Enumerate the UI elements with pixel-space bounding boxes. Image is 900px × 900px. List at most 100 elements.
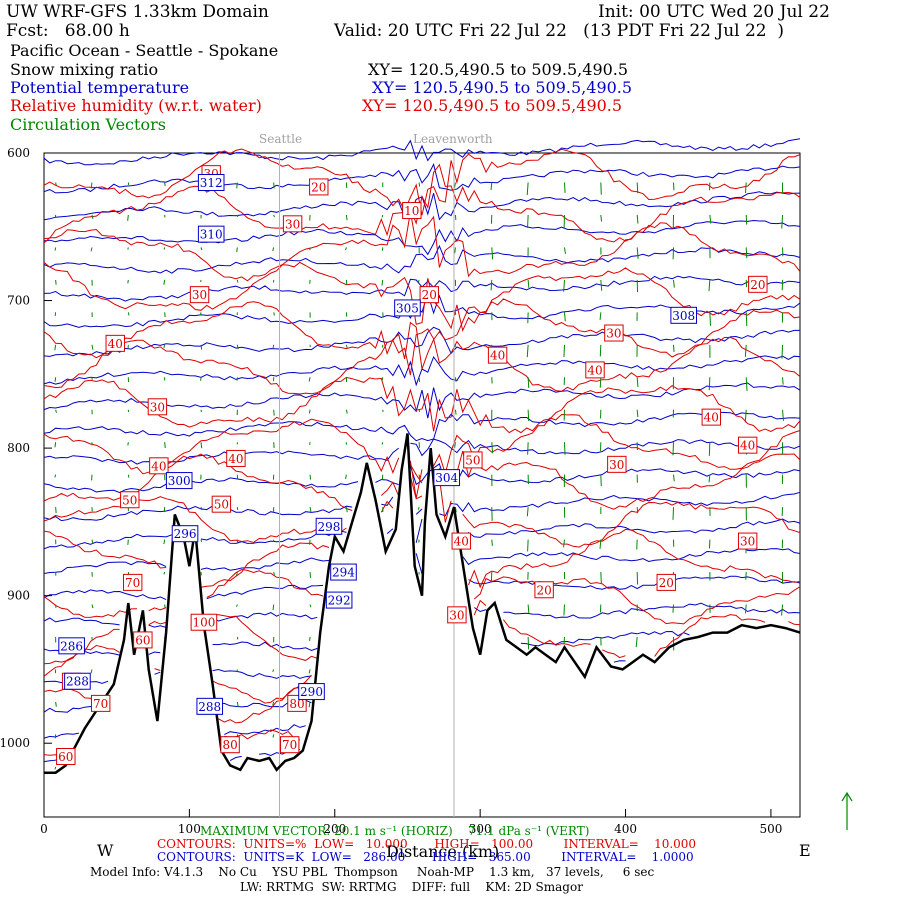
- circulation-vector: [345, 409, 348, 414]
- circulation-vector: [236, 604, 238, 607]
- circulation-vector: [272, 344, 275, 349]
- circulation-vector: [673, 344, 675, 353]
- circulation-vector: [636, 247, 639, 259]
- circulation-vector: [490, 279, 493, 291]
- rh-label: 30: [609, 458, 624, 472]
- circulation-vector: [599, 312, 602, 320]
- theta-contour: [43, 575, 801, 601]
- theta-label-box: [196, 697, 224, 715]
- circulation-vector: [781, 214, 784, 229]
- rh-contour-info: CONTOURS: UNITS=% LOW= 10.000 HIGH= 100.…: [157, 837, 697, 851]
- circulation-vector: [127, 312, 130, 316]
- circulation-vector: [781, 604, 784, 616]
- circulation-vector: [527, 279, 530, 288]
- circulation-vector: [54, 442, 57, 448]
- theta-label: 308: [672, 309, 695, 323]
- rh-contour: [43, 568, 801, 625]
- circulation-vector: [163, 247, 166, 250]
- circulation-vector: [90, 247, 93, 252]
- terrain-line: [44, 433, 801, 774]
- circulation-vector: [164, 442, 166, 449]
- legend-rh: Relative humidity (w.r.t. water): [10, 96, 262, 115]
- init-time: Init: 00 UTC Wed 20 Jul 22: [598, 2, 830, 22]
- circulation-vector: [673, 279, 675, 288]
- rh-label: 30: [285, 217, 300, 231]
- circulation-vector: [55, 507, 57, 514]
- theta-contour: [43, 162, 801, 194]
- rh-contour: [43, 261, 801, 333]
- circulation-vector: [636, 214, 639, 224]
- theta-label-box: [64, 672, 91, 690]
- circulation-vector: [745, 247, 748, 259]
- circulation-vector: [672, 507, 675, 520]
- rh-label-box: [604, 324, 624, 342]
- circulation-vector: [527, 636, 530, 650]
- theta-label-box: [197, 174, 225, 192]
- x-tick-label: 0: [40, 822, 48, 836]
- rh-label: 30: [740, 535, 755, 549]
- circulation-vector: [708, 442, 711, 456]
- theta-contour: [43, 219, 801, 256]
- circulation-vector: [745, 377, 748, 391]
- circulation-vector: [563, 344, 565, 357]
- circulation-vector: [782, 377, 784, 385]
- theta-contour-info: CONTOURS: UNITS=K LOW= 286.00 HIGH= 365.…: [157, 850, 694, 864]
- rh-label: 20: [659, 576, 674, 590]
- circulation-vector: [600, 214, 603, 222]
- circulation-vector: [708, 279, 711, 292]
- circulation-vector: [236, 571, 238, 576]
- circulation-vector: [418, 182, 421, 187]
- circulation-vector: [635, 636, 638, 648]
- circulation-vector: [563, 604, 565, 616]
- circulation-vector: [91, 214, 94, 220]
- circulation-vector: [781, 344, 784, 359]
- theta-contour: [43, 724, 306, 739]
- legend-vectors: Circulation Vectors: [10, 115, 166, 134]
- landmark-seattle: Seattle: [259, 132, 303, 146]
- circulation-vector: [309, 507, 312, 513]
- circulation-vector: [636, 507, 639, 514]
- theta-label: 312: [200, 176, 223, 190]
- circulation-vector: [200, 344, 203, 350]
- theta-label-box: [197, 225, 225, 243]
- circulation-vector: [526, 507, 529, 517]
- rh-label-box: [451, 532, 471, 550]
- legend-theta-xy: XY= 120.5,490.5 to 509.5,490.5: [372, 78, 633, 97]
- legend-snow-xy: XY= 120.5,490.5 to 509.5,490.5: [368, 60, 629, 79]
- rh-label-box: [419, 286, 439, 304]
- circulation-vector: [272, 247, 275, 252]
- rh-contour: [43, 476, 801, 548]
- circulation-vector: [345, 214, 348, 221]
- theta-label: 304: [435, 471, 458, 485]
- theta-label: 286: [60, 639, 83, 653]
- rh-label: 70: [125, 576, 140, 590]
- circulation-vector: [236, 344, 239, 350]
- rh-label-box: [309, 178, 329, 196]
- circulation-vector: [90, 182, 93, 189]
- circulation-vector: [163, 279, 166, 285]
- rh-label-box: [122, 573, 143, 591]
- circulation-vector: [636, 377, 639, 388]
- theta-label-box: [58, 637, 85, 655]
- circulation-vector: [418, 474, 421, 480]
- legend-rh-xy: XY= 120.5,490.5 to 509.5,490.5: [362, 96, 623, 115]
- theta-contour: [43, 491, 801, 522]
- theta-label: 288: [198, 700, 221, 714]
- rh-label: 50: [122, 493, 137, 507]
- theta-label: 288: [66, 675, 89, 689]
- rh-label-box: [534, 581, 554, 599]
- theta-label: 296: [174, 527, 197, 541]
- rh-label: 80: [289, 697, 304, 711]
- circulation-vector: [308, 409, 311, 414]
- circulation-vector: [563, 247, 566, 254]
- circulation-vector: [91, 539, 94, 544]
- max-vector-text: MAXIMUM VECTOR: 20.1 m s⁻¹ (HORIZ) 71.1 …: [200, 824, 590, 838]
- rh-label: 20: [311, 180, 326, 194]
- theta-label-box: [325, 591, 353, 609]
- circulation-vector: [599, 377, 602, 388]
- rh-contour: [43, 599, 801, 665]
- theta-label: 298: [318, 520, 341, 534]
- circulation-vector: [454, 247, 456, 254]
- circulation-vector: [345, 247, 347, 251]
- circulation-vector: [236, 279, 239, 283]
